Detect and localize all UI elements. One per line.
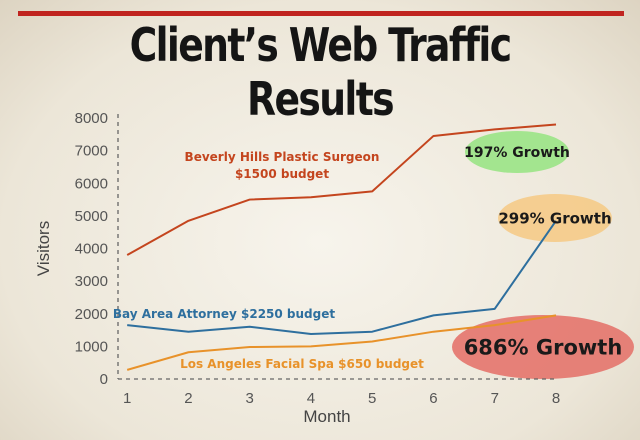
y-tick-label: 8000 <box>75 110 108 127</box>
y-tick-label: 2000 <box>75 306 108 323</box>
growth-label-1: 197% Growth <box>464 145 570 161</box>
series-line-3 <box>126 314 557 371</box>
x-tick-label: 8 <box>552 390 560 407</box>
series-line-2 <box>127 220 557 335</box>
growth-badge-1 <box>465 131 569 173</box>
x-tick-label: 1 <box>123 390 131 407</box>
y-tick-label: 1000 <box>75 338 108 355</box>
y-tick-label: 0 <box>100 371 108 388</box>
series-label-2: Bay Area Attorney $2250 budget <box>113 307 335 321</box>
y-tick-label: 7000 <box>75 143 108 160</box>
x-tick-label: 5 <box>368 390 376 407</box>
page-title: Client’s Web Traffic Results <box>129 18 512 126</box>
growth-badge-3 <box>452 315 634 379</box>
x-axis-title: Month <box>303 407 350 426</box>
y-tick-label: 6000 <box>75 175 108 192</box>
growth-label-3: 686% Growth <box>464 336 623 360</box>
y-tick-label: 4000 <box>75 241 108 258</box>
y-tick-label: 5000 <box>75 208 108 225</box>
x-tick-label: 3 <box>246 390 254 407</box>
x-tick-label: 7 <box>491 390 499 407</box>
growth-badge-2 <box>498 194 612 242</box>
y-tick-label: 3000 <box>75 273 108 290</box>
x-tick-label: 2 <box>184 390 192 407</box>
accent-bar <box>18 11 624 16</box>
series-label-3: Los Angeles Facial Spa $650 budget <box>180 357 424 371</box>
x-tick-label: 6 <box>429 390 437 407</box>
series-line-1 <box>126 123 557 256</box>
series-label-1: Beverly Hills Plastic Surgeon $1500 budge… <box>185 150 380 181</box>
x-tick-label: 4 <box>307 390 315 407</box>
y-axis-title: Visitors <box>34 221 53 276</box>
growth-label-2: 299% Growth <box>498 209 611 227</box>
